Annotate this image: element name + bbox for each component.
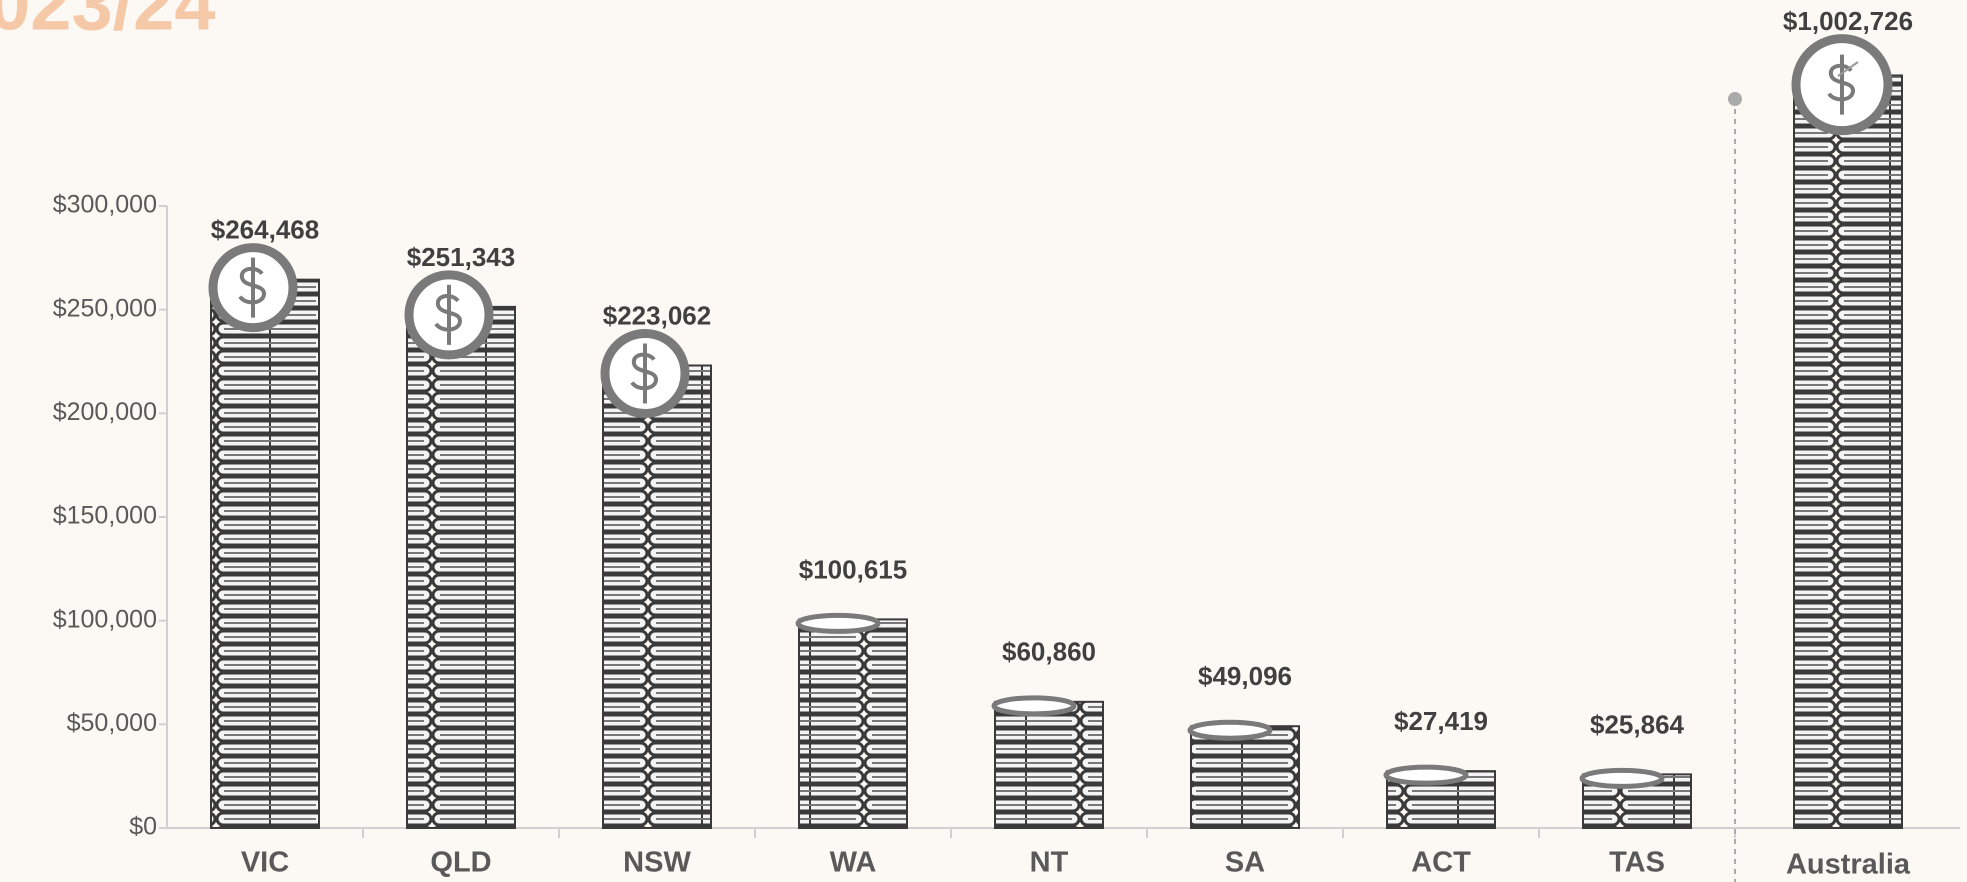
divider-dot xyxy=(1728,92,1742,106)
x-tick-label: NT xyxy=(1030,847,1069,879)
value-label: $1,002,726 xyxy=(1783,6,1913,36)
bar xyxy=(603,366,711,828)
x-tick-label: TAS xyxy=(1609,847,1665,879)
x-tick-label: NSW xyxy=(623,847,691,879)
value-label: $25,864 xyxy=(1590,709,1685,739)
bar xyxy=(1794,75,1902,828)
bar xyxy=(799,619,907,828)
coin-top xyxy=(1190,722,1270,738)
value-label: $60,860 xyxy=(1002,637,1096,667)
x-tick-label: SA xyxy=(1225,847,1265,879)
bar xyxy=(995,702,1103,828)
x-tick-label: VIC xyxy=(241,847,289,879)
value-label: $27,419 xyxy=(1394,706,1488,736)
y-tick-label: $100,000 xyxy=(53,605,157,633)
y-tick-label: $50,000 xyxy=(67,709,157,737)
coin-top xyxy=(1582,770,1662,786)
coin-top xyxy=(1386,767,1466,783)
coin-top xyxy=(798,615,878,631)
x-tick-label: QLD xyxy=(430,847,491,879)
bar xyxy=(407,307,515,828)
value-label: $251,343 xyxy=(407,242,515,272)
x-tick-label: WA xyxy=(830,847,877,879)
x-tick-label: Australia xyxy=(1786,849,1911,881)
chart: 2023/24 $0 $50,000 $100,000 $150,000 $200,00… xyxy=(0,0,1967,882)
y-tick-label: $200,000 xyxy=(53,398,157,426)
y-tick-label: $300,000 xyxy=(53,191,157,219)
value-label: $100,615 xyxy=(799,554,907,584)
y-tick-label: $150,000 xyxy=(53,502,157,530)
x-tick-label: ACT xyxy=(1411,847,1471,879)
value-label: $264,468 xyxy=(211,215,319,245)
chart-title: 2023/24 xyxy=(0,0,216,46)
bar xyxy=(1191,726,1299,828)
coin-top xyxy=(994,698,1074,714)
y-tick-label: $250,000 xyxy=(53,294,157,322)
value-label: $49,096 xyxy=(1198,661,1292,691)
bar xyxy=(211,280,319,828)
y-tick-label: $0 xyxy=(129,813,157,841)
value-label: $223,062 xyxy=(603,300,711,330)
